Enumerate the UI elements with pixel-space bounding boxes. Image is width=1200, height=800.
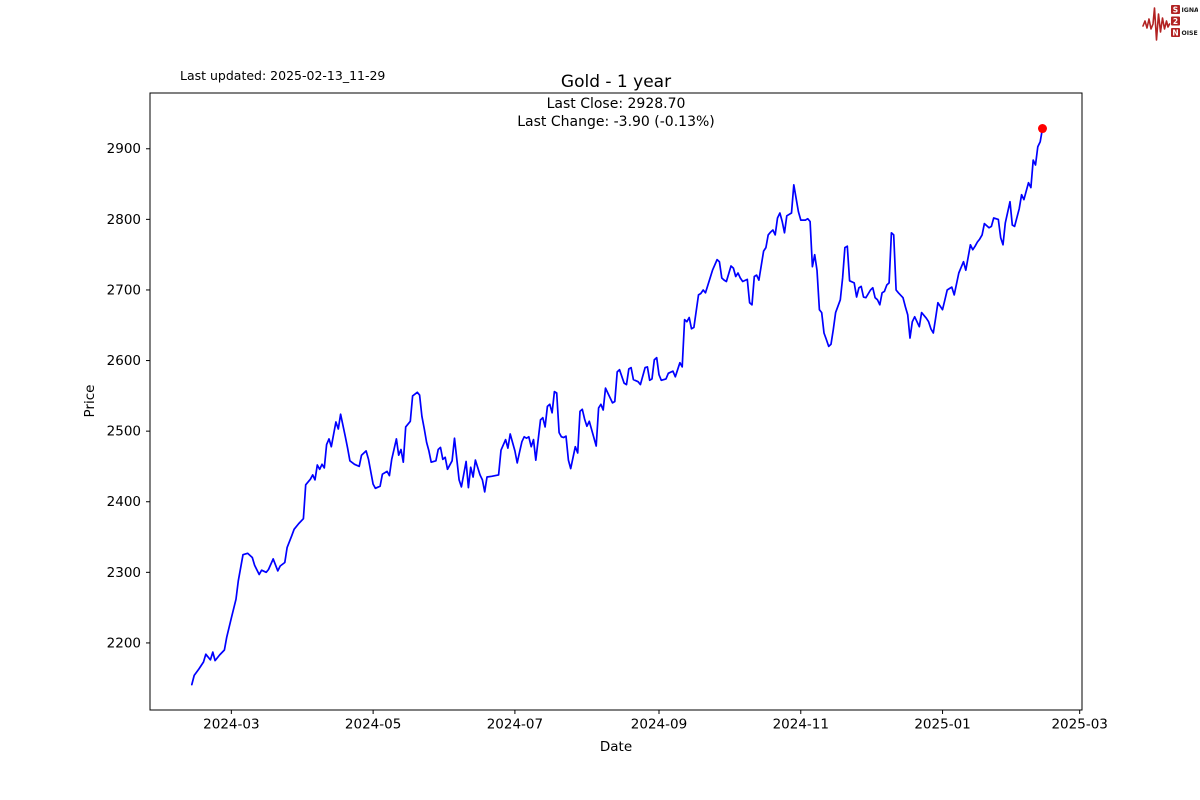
last-change-annotation: Last Change: -3.90 (-0.13%) bbox=[517, 114, 715, 130]
logo-letter-s: S bbox=[1173, 5, 1178, 14]
price-line bbox=[190, 127, 1044, 686]
y-tick-label: 2800 bbox=[107, 212, 141, 228]
logo-box-2 bbox=[1171, 16, 1180, 26]
y-tick-label: 2600 bbox=[107, 353, 141, 369]
logo-letter-n: N bbox=[1172, 28, 1178, 37]
logo-word-signal: IGNAL bbox=[1182, 7, 1199, 14]
plot-frame bbox=[149, 92, 1083, 711]
logo-box-s bbox=[1171, 5, 1180, 14]
last-close-annotation: Last Close: 2928.70 bbox=[546, 96, 686, 112]
x-tick-label: 2024-09 bbox=[631, 717, 687, 733]
x-tick-label: 2025-01 bbox=[914, 717, 970, 733]
y-tick-label: 2400 bbox=[107, 494, 141, 510]
last-updated-text: Last updated: 2025-02-13_11-29 bbox=[180, 68, 386, 83]
logo-letter-2: 2 bbox=[1173, 17, 1178, 26]
x-tick-label: 2024-11 bbox=[773, 717, 829, 733]
y-tick-label: 2700 bbox=[107, 282, 141, 298]
y-tick-label: 2200 bbox=[107, 635, 141, 651]
signal2noise-logo: S IGNAL 2 N OISE bbox=[1142, 5, 1199, 41]
logo-word-noise: OISE bbox=[1182, 30, 1198, 37]
waveform-icon bbox=[1142, 7, 1171, 41]
x-tick-label: 2024-07 bbox=[487, 717, 543, 733]
x-axis-label: Date bbox=[599, 739, 633, 755]
y-tick-label: 2500 bbox=[107, 424, 141, 440]
x-tick-label: 2025-03 bbox=[1051, 717, 1107, 733]
y-tick-label: 2300 bbox=[107, 565, 141, 581]
logo-box-n bbox=[1171, 28, 1180, 37]
chart-title: Gold - 1 year bbox=[560, 72, 672, 92]
y-tick-label: 2900 bbox=[107, 141, 141, 157]
x-tick-label: 2024-05 bbox=[345, 717, 401, 733]
x-tick-label: 2024-03 bbox=[203, 717, 259, 733]
last-price-marker bbox=[1037, 124, 1047, 134]
